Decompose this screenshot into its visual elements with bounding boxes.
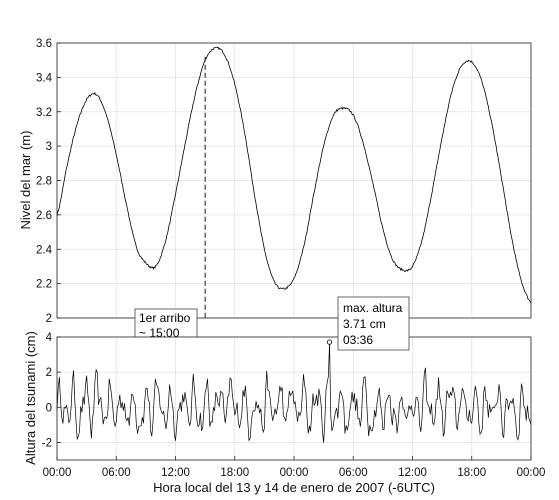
sea-level-y-tick-label: 2.6 xyxy=(36,210,52,222)
x-tick-label: 00:00 xyxy=(517,467,546,479)
tsunami-axes: -2 0 2 4 00:00 06:00 12:00 18:00 00:00 06:00 12:0… xyxy=(23,331,545,495)
tsunami-y-label: Altura del tsunami (cm) xyxy=(23,331,38,465)
tsunami-y-tick-label: -2 xyxy=(42,437,52,449)
x-tick-label: 06:00 xyxy=(339,467,368,479)
sea-level-line xyxy=(56,46,532,304)
sea-level-y-tick-label: 2.2 xyxy=(36,279,52,291)
tsunami-y-tick-label: 0 xyxy=(46,402,52,414)
sea-level-y-ticks: 2 2.2 2.4 2.6 2.8 3 3.2 3.4 3.6 xyxy=(36,38,61,325)
x-tick-label: 12:00 xyxy=(398,467,427,479)
x-tick-label: 18:00 xyxy=(457,467,486,479)
sea-level-series xyxy=(56,46,532,304)
tsunami-y-tick-label: 2 xyxy=(46,367,52,379)
tsunami-y-ticks: -2 0 2 4 xyxy=(42,332,61,449)
max-annotation-box xyxy=(337,296,410,351)
x-tick-label: 06:00 xyxy=(102,467,131,479)
tsunami-series xyxy=(56,342,532,443)
max-annotation: max. altura 3.71 cm 03:36 xyxy=(337,296,410,351)
sea-level-y-label: Nivel del mar (m) xyxy=(18,131,33,230)
max-annotation-line2: 3.71 cm xyxy=(343,317,386,331)
x-axis-label: Hora local del 13 y 14 de enero de 2007 … xyxy=(153,480,435,495)
x-tick-label: 18:00 xyxy=(220,467,249,479)
sea-level-y-tick-label: 3.6 xyxy=(36,38,52,50)
tsunami-x-ticks: 00:00 06:00 12:00 18:00 00:00 06:00 12:00 18:00… xyxy=(43,456,546,479)
sea-level-y-tick-label: 3 xyxy=(46,141,52,153)
arrival-annotation-line2: ~ 15:00 xyxy=(139,326,180,340)
tsunami-line xyxy=(56,342,532,443)
sea-level-y-tick-label: 3.2 xyxy=(36,107,52,119)
sea-level-y-tick-label: 3.4 xyxy=(36,72,53,84)
sea-level-axes: 2 2.2 2.4 2.6 2.8 3 3.2 3.4 3.6 Nivel del mar (m… xyxy=(18,38,532,325)
sea-level-y-tick-label: 2 xyxy=(46,313,52,325)
arrival-annotation-line1: 1er arribo xyxy=(139,311,191,325)
tsunami-y-tick-label: 4 xyxy=(46,332,53,344)
x-tick-label: 00:00 xyxy=(43,467,72,479)
x-tick-label: 00:00 xyxy=(280,467,309,479)
max-annotation-line3: 03:36 xyxy=(343,333,373,347)
max-annotation-line1: max. altura xyxy=(343,301,403,315)
max-height-marker xyxy=(326,339,333,345)
sea-level-y-tick-label: 2.8 xyxy=(36,176,52,188)
x-tick-label: 12:00 xyxy=(161,467,190,479)
sea-level-y-tick-label: 2.4 xyxy=(36,244,53,256)
